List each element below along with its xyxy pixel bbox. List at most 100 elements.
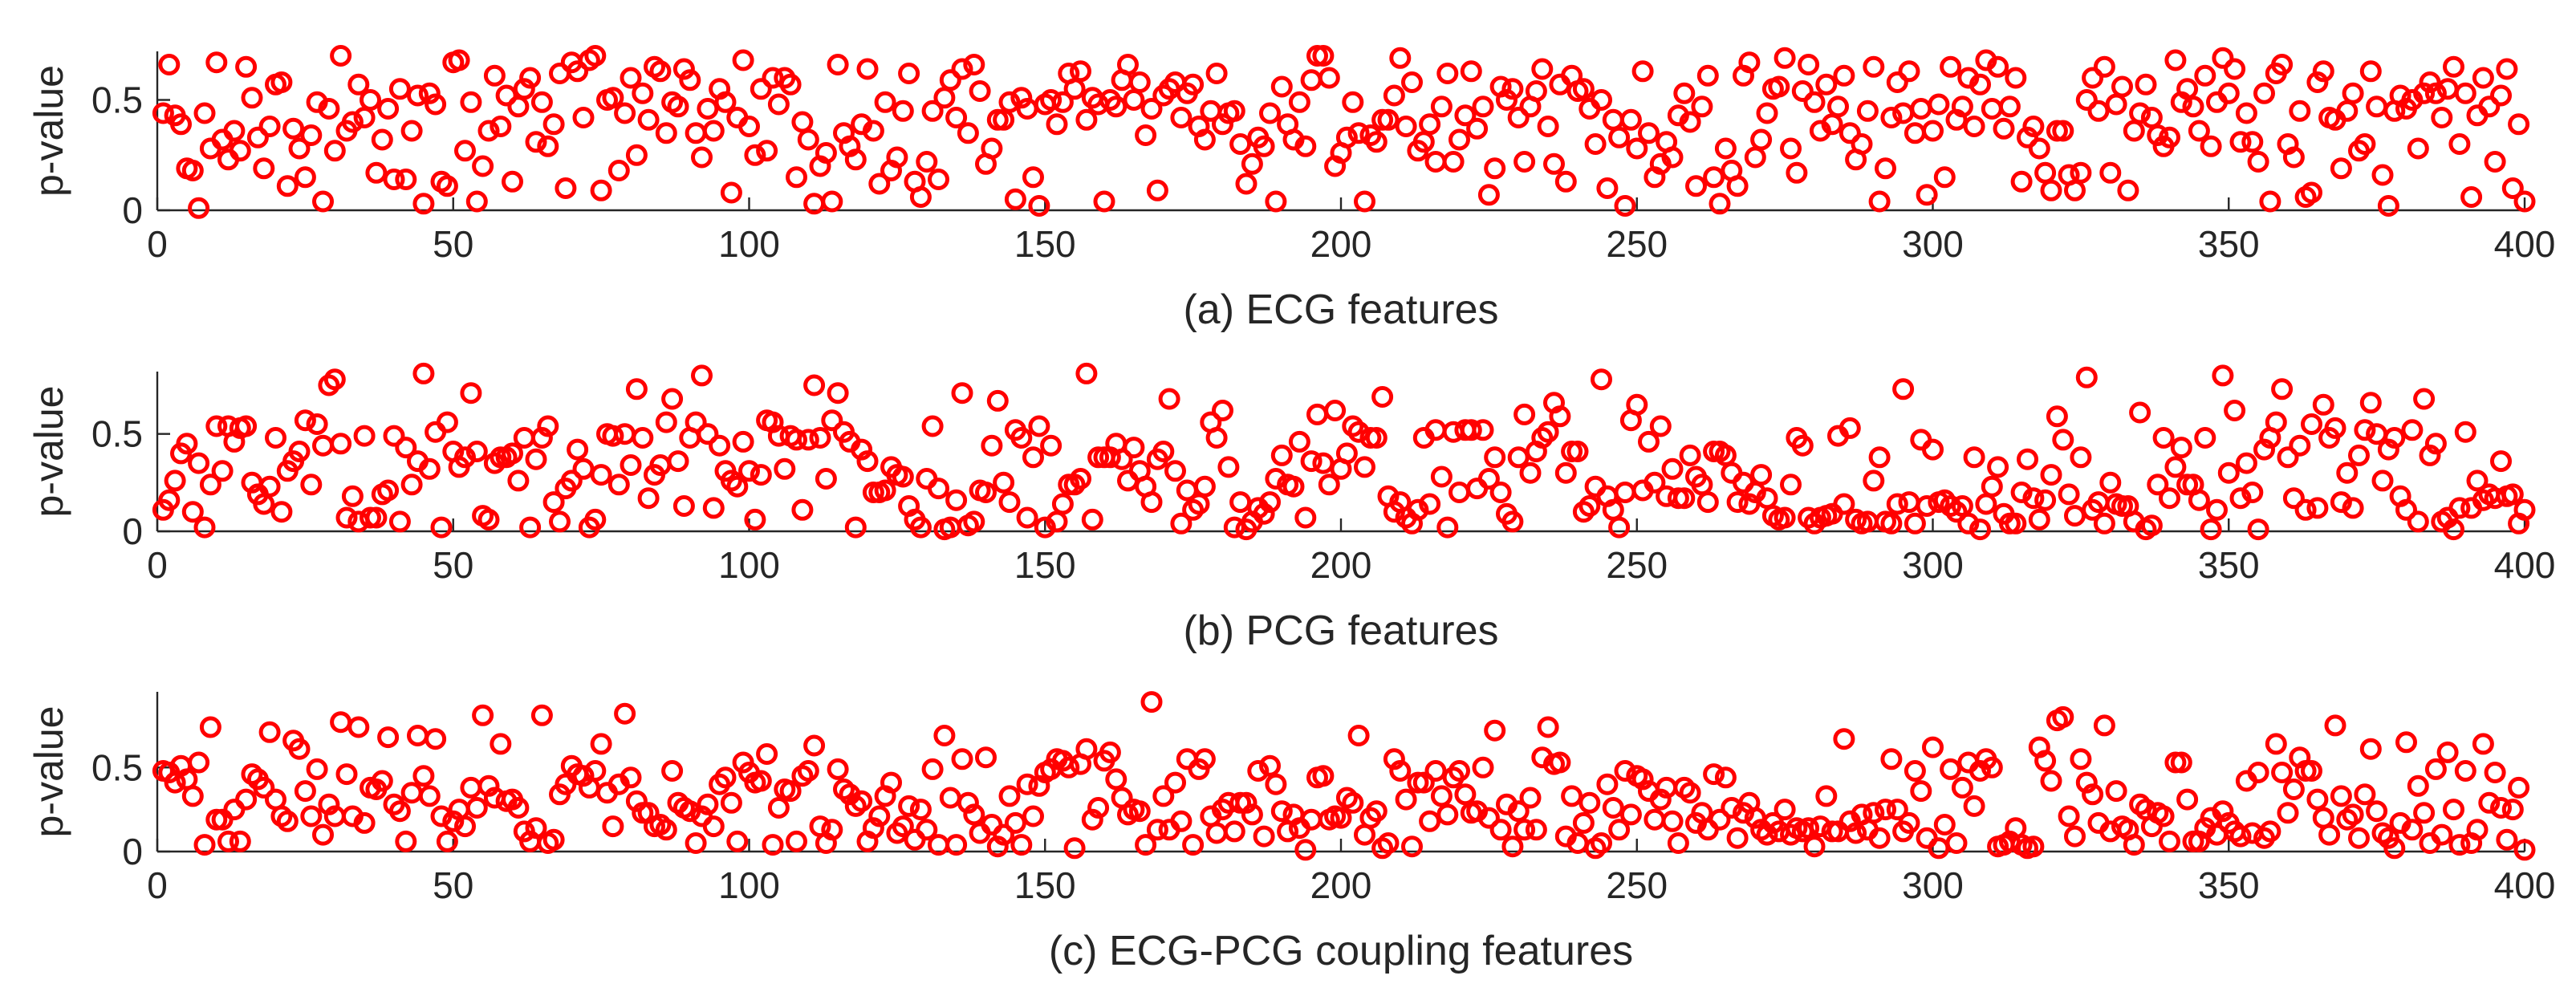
- data-point: [188, 197, 210, 219]
- data-point: [2413, 802, 2436, 824]
- data-point: [555, 177, 577, 199]
- data-point: [1987, 55, 2009, 78]
- data-point: [1424, 760, 1447, 782]
- data-point: [1703, 166, 1725, 189]
- data-point: [1046, 113, 1068, 136]
- data-point: [1750, 128, 1773, 151]
- data-point: [2330, 491, 2352, 514]
- scatter-series: [152, 45, 2536, 219]
- data-point: [732, 430, 754, 453]
- data-point: [2182, 96, 2204, 118]
- data-point: [276, 175, 299, 197]
- data-point: [856, 450, 879, 473]
- data-point: [1886, 493, 1908, 515]
- data-point: [2093, 714, 2115, 737]
- data-point: [1679, 111, 1701, 133]
- data-point: [2490, 797, 2512, 819]
- data-point: [1212, 400, 1233, 421]
- data-point: [1140, 98, 1163, 120]
- data-point: [152, 102, 174, 124]
- data-point: [862, 817, 884, 839]
- data-point: [2005, 67, 2027, 89]
- data-point: [1051, 493, 1074, 515]
- data-point: [2336, 461, 2359, 484]
- data-point: [507, 470, 530, 492]
- data-point: [253, 157, 275, 180]
- data-point: [886, 146, 908, 169]
- data-point: [1235, 173, 1258, 195]
- panel-pcg-features: 0 50 100 150 200 250 300 350 400 0 0.5 p-value (b) P…: [26, 362, 2555, 654]
- data-point: [2407, 137, 2429, 160]
- x-tick-label: 200: [1310, 544, 1372, 586]
- data-point: [1253, 502, 1275, 525]
- data-point: [714, 766, 737, 789]
- data-point: [1489, 819, 1512, 841]
- data-point: [874, 91, 896, 113]
- data-point: [2206, 498, 2228, 521]
- data-point: [720, 470, 742, 492]
- data-point: [1034, 516, 1056, 539]
- data-point: [1892, 378, 1915, 400]
- data-point: [530, 91, 553, 113]
- data-point: [2443, 799, 2464, 821]
- data-point: [436, 830, 458, 852]
- data-point: [2129, 401, 2151, 424]
- data-point: [1070, 60, 1091, 83]
- data-point: [2159, 487, 2180, 510]
- data-point: [235, 55, 258, 78]
- data-point: [2508, 113, 2530, 136]
- data-point: [1253, 135, 1275, 157]
- data-point: [211, 460, 234, 482]
- data-point: [418, 82, 441, 104]
- data-point: [1436, 63, 1459, 84]
- data-point: [2140, 514, 2163, 537]
- data-point: [217, 830, 239, 852]
- data-point: [1383, 748, 1405, 770]
- data-point: [2052, 705, 2074, 728]
- data-point: [1365, 800, 1388, 823]
- data-point: [1170, 810, 1193, 832]
- data-point: [602, 815, 624, 838]
- x-tick-label: 250: [1606, 544, 1668, 586]
- data-point: [371, 770, 393, 792]
- data-point: [1028, 415, 1050, 437]
- data-point: [1596, 177, 1619, 199]
- data-point: [2075, 366, 2098, 388]
- data-point: [2359, 738, 2382, 760]
- data-point: [1117, 54, 1139, 75]
- data-point: [1022, 166, 1044, 189]
- data-point: [2082, 67, 2104, 89]
- data-point: [614, 702, 636, 725]
- data-point: [2277, 802, 2299, 824]
- data-point: [1638, 430, 1660, 453]
- data-point: [2383, 427, 2406, 449]
- data-point: [1365, 427, 1388, 449]
- data-point: [774, 457, 796, 480]
- data-point: [1726, 827, 1749, 849]
- data-point: [1798, 54, 1820, 75]
- data-point: [1696, 64, 1719, 87]
- data-point: [1945, 501, 1968, 523]
- data-point: [2366, 800, 2388, 823]
- x-tick-label: 300: [1902, 223, 1964, 265]
- data-point: [1685, 175, 1707, 197]
- data-point: [1827, 96, 1849, 118]
- data-point: [2247, 762, 2269, 783]
- data-point: [1531, 427, 1554, 449]
- data-point: [1726, 175, 1749, 197]
- data-point: [2395, 731, 2417, 754]
- data-point: [1981, 756, 2003, 779]
- data-point: [306, 413, 328, 435]
- data-point: [1318, 67, 1340, 89]
- data-point: [2164, 456, 2187, 478]
- data-point: [400, 782, 423, 804]
- data-point: [312, 823, 334, 846]
- data-point: [400, 474, 423, 496]
- data-point: [2265, 411, 2287, 433]
- data-point: [418, 785, 441, 807]
- x-tick-label: 100: [718, 223, 780, 265]
- data-point: [655, 411, 677, 433]
- data-point: [1898, 491, 1920, 514]
- data-point: [241, 87, 263, 109]
- data-point: [1407, 498, 1429, 521]
